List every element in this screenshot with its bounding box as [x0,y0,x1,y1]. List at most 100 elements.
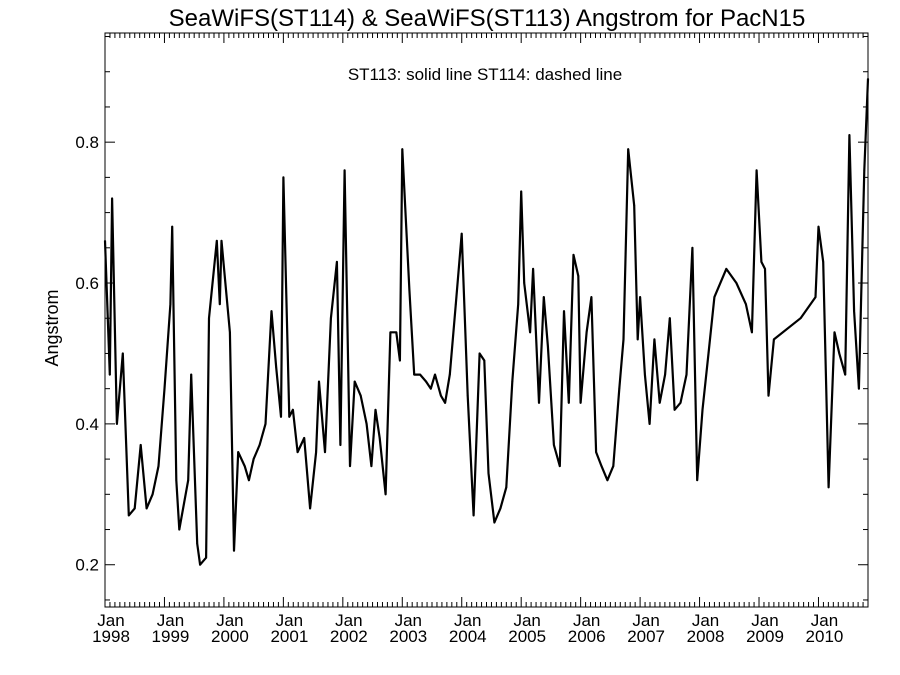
data-point [867,77,869,80]
x-tick-month-label: Jan [454,611,481,630]
data-point [370,465,373,467]
data-point [324,451,326,453]
data-point [505,486,508,489]
data-point [822,261,825,263]
data-point [336,261,338,263]
data-point [151,493,154,496]
data-point [248,479,250,482]
data-point [668,317,671,320]
data-point [600,465,603,467]
x-tick-month-label: Jan [573,611,600,630]
data-point [483,359,486,362]
data-point [764,268,766,270]
data-point [618,387,621,390]
data-point [713,296,716,298]
data-point [434,373,436,376]
data-point [572,254,575,256]
data-point [735,282,738,284]
x-tick-month-label: Jan [692,611,719,630]
data-point [275,366,278,369]
data-point [196,542,199,545]
data-point [163,387,166,390]
data-point [288,415,291,418]
data-point [205,556,208,559]
data-point [648,423,651,425]
data-point [799,317,802,320]
data-point [833,331,836,334]
data-point [725,268,728,270]
data-point [773,338,775,341]
data-point [701,408,704,411]
data-point [517,303,520,306]
x-tick-year-label: 2004 [449,627,487,646]
data-point [523,282,526,284]
data-point [612,465,615,467]
data-point [190,373,193,376]
data-point [858,387,860,390]
data-point [838,352,841,355]
data-point [296,451,299,453]
data-point [243,465,246,467]
data-point [280,415,282,418]
data-point [384,493,387,496]
data-point [389,331,392,334]
x-tick-year-label: 1998 [92,627,130,646]
data-point [520,190,523,193]
x-tick-year-label: 2006 [568,627,606,646]
data-point [218,303,221,306]
data-point [487,472,490,475]
data-point [538,401,540,404]
data-point [408,289,411,291]
x-tick-month-label: Jan [811,611,838,630]
x-tick-year-label: 2001 [270,627,308,646]
data-point [429,387,432,390]
data-point [622,338,625,341]
x-tick-year-label: 2005 [508,627,546,646]
y-tick-label: 0.4 [75,415,99,434]
data-point [365,423,368,425]
data-point [139,444,142,446]
x-tick-year-label: 2002 [330,627,368,646]
data-point [270,310,273,313]
data-point [303,437,306,439]
x-tick-month-label: Jan [276,611,303,630]
data-point [685,373,688,376]
data-point [493,521,496,524]
data-point [691,246,694,249]
x-tick-month-label: Jan [513,611,540,630]
data-point [359,394,362,397]
data-point [696,479,699,482]
data-point [309,507,311,510]
data-point [399,359,401,362]
data-point [478,352,481,355]
data-point [532,268,534,270]
data-point [264,423,267,425]
data-point [349,465,351,467]
data-point [104,239,106,242]
x-tick-month-label: Jan [335,611,362,630]
x-tick-month-label: Jan [216,611,243,630]
data-point [353,380,356,383]
data-point [751,331,753,334]
data-point [466,394,469,397]
x-tick-year-label: 2008 [687,627,725,646]
data-point [374,408,377,411]
data-point [472,514,475,517]
y-tick-label: 0.6 [75,274,99,293]
data-point [425,380,427,383]
plot-frame [104,32,869,608]
data-point [401,148,404,151]
data-point [579,401,582,404]
data-point [220,239,223,242]
data-point [111,197,113,200]
data-point [577,275,580,277]
data-point [558,465,561,467]
data-point [707,352,710,355]
data-point [814,296,817,298]
data-point [199,563,202,566]
data-point [343,169,346,172]
data-point [169,303,172,306]
data-point [258,444,261,446]
data-point [567,401,570,404]
